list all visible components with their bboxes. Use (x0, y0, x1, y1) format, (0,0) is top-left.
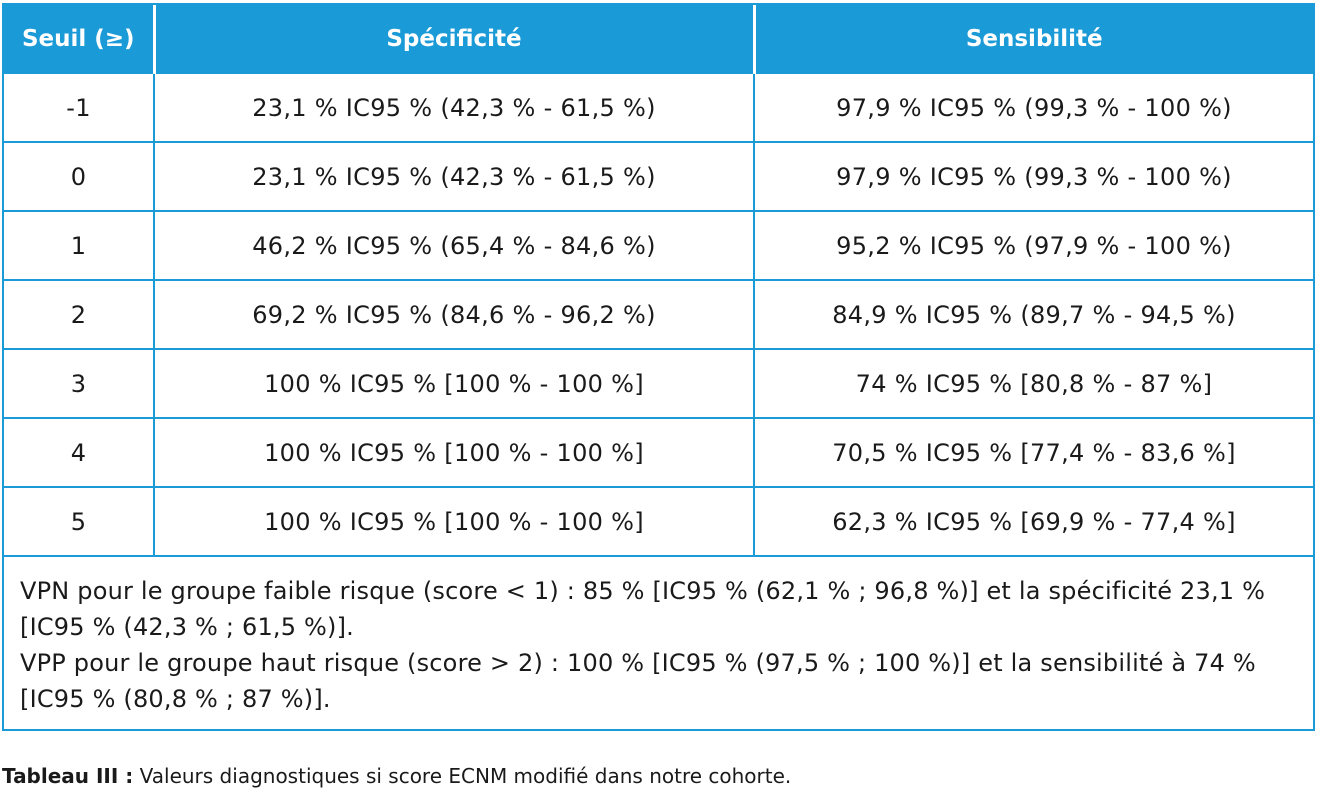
cell-sensibilite: 97,9 % IC95 % (99,3 % - 100 %) (754, 141, 1313, 211)
table-body: -1 23,1 % IC95 % (42,3 % - 61,5 %) 97,9 … (4, 72, 1313, 555)
cell-specificite: 100 % IC95 % [100 % - 100 %] (154, 417, 755, 487)
cell-specificite: 100 % IC95 % [100 % - 100 %] (154, 348, 755, 418)
table-header: Seuil (≥) Spécificité Sensibilité (4, 5, 1313, 73)
header-sensibilite: Sensibilité (754, 5, 1313, 73)
note-vpn: VPN pour le groupe faible risque (score … (20, 577, 1266, 641)
header-seuil: Seuil (≥) (4, 5, 156, 73)
cell-seuil: 0 (4, 141, 155, 211)
cell-seuil: 5 (4, 486, 155, 555)
cell-seuil: 3 (4, 348, 155, 418)
table-notes: VPN pour le groupe faible risque (score … (4, 555, 1313, 717)
table-row: 2 69,2 % IC95 % (84,6 % - 96,2 %) 84,9 %… (4, 279, 1313, 349)
table-row: 4 100 % IC95 % [100 % - 100 %] 70,5 % IC… (4, 417, 1313, 487)
cell-sensibilite: 97,9 % IC95 % (99,3 % - 100 %) (754, 72, 1313, 142)
cell-seuil: 1 (4, 210, 155, 280)
cell-specificite: 46,2 % IC95 % (65,4 % - 84,6 %) (154, 210, 755, 280)
cell-sensibilite: 70,5 % IC95 % [77,4 % - 83,6 %] (754, 417, 1313, 487)
table-row: 5 100 % IC95 % [100 % - 100 %] 62,3 % IC… (4, 486, 1313, 555)
results-table: Seuil (≥) Spécificité Sensibilité -1 23,… (4, 5, 1313, 555)
header-specificite: Spécificité (154, 5, 756, 73)
cell-sensibilite: 84,9 % IC95 % (89,7 % - 94,5 %) (754, 279, 1313, 349)
diagnostic-values-table: Seuil (≥) Spécificité Sensibilité -1 23,… (2, 3, 1315, 731)
table-row: 0 23,1 % IC95 % (42,3 % - 61,5 %) 97,9 %… (4, 141, 1313, 211)
cell-sensibilite: 95,2 % IC95 % (97,9 % - 100 %) (754, 210, 1313, 280)
cell-seuil: -1 (4, 72, 155, 142)
header-row: Seuil (≥) Spécificité Sensibilité (4, 5, 1313, 73)
cell-sensibilite: 62,3 % IC95 % [69,9 % - 77,4 %] (754, 486, 1313, 555)
cell-seuil: 2 (4, 279, 155, 349)
cell-specificite: 23,1 % IC95 % (42,3 % - 61,5 %) (154, 141, 755, 211)
cell-specificite: 69,2 % IC95 % (84,6 % - 96,2 %) (154, 279, 755, 349)
table-caption: Tableau III : Valeurs diagnostiques si s… (2, 764, 791, 788)
cell-specificite: 100 % IC95 % [100 % - 100 %] (154, 486, 755, 555)
cell-seuil: 4 (4, 417, 155, 487)
note-vpp: VPP pour le groupe haut risque (score > … (20, 649, 1256, 713)
table-row: 3 100 % IC95 % [100 % - 100 %] 74 % IC95… (4, 348, 1313, 418)
table-row: -1 23,1 % IC95 % (42,3 % - 61,5 %) 97,9 … (4, 72, 1313, 142)
cell-specificite: 23,1 % IC95 % (42,3 % - 61,5 %) (154, 72, 755, 142)
table-row: 1 46,2 % IC95 % (65,4 % - 84,6 %) 95,2 %… (4, 210, 1313, 280)
caption-label: Tableau III : (2, 764, 134, 788)
caption-text: Valeurs diagnostiques si score ECNM modi… (133, 764, 792, 788)
cell-sensibilite: 74 % IC95 % [80,8 % - 87 %] (754, 348, 1313, 418)
